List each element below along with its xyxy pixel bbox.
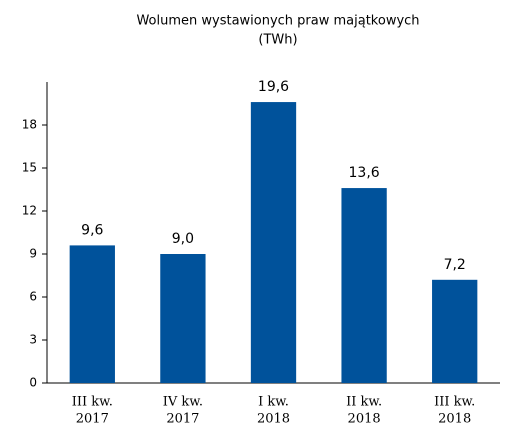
value-label: 19,6 [258, 79, 289, 95]
y-tick-label: 0 [29, 376, 37, 390]
x-tick-label: III kw. [72, 395, 113, 410]
value-label: 7,2 [444, 257, 466, 273]
chart-title: Wolumen wystawionych praw majątkowych [136, 14, 419, 29]
chart-subtitle: (TWh) [258, 33, 297, 48]
x-tick-label: 2018 [257, 412, 290, 426]
value-label: 9,0 [172, 231, 194, 247]
x-tick-label: IV kw. [163, 395, 203, 410]
bar [432, 279, 478, 383]
x-tick-label: 2017 [76, 412, 109, 426]
x-tick-label: 2018 [348, 412, 381, 426]
x-tick-label: 2017 [166, 412, 199, 426]
y-tick-label: 18 [22, 118, 37, 132]
value-label: 9,6 [81, 222, 103, 238]
bar [341, 188, 387, 383]
x-tick-label: 2018 [438, 412, 471, 426]
y-tick-label: 12 [22, 204, 37, 218]
bar [69, 245, 115, 383]
x-tick-label: I kw. [258, 395, 289, 410]
y-tick-label: 9 [29, 247, 37, 261]
value-label: 13,6 [349, 165, 380, 181]
bar [160, 254, 206, 383]
bar [250, 102, 297, 384]
x-tick-label: III kw. [434, 395, 475, 410]
y-tick-label: 3 [29, 333, 37, 347]
y-tick-label: 15 [22, 161, 37, 175]
x-tick-label: II kw. [346, 395, 382, 410]
y-tick-label: 6 [29, 290, 37, 304]
